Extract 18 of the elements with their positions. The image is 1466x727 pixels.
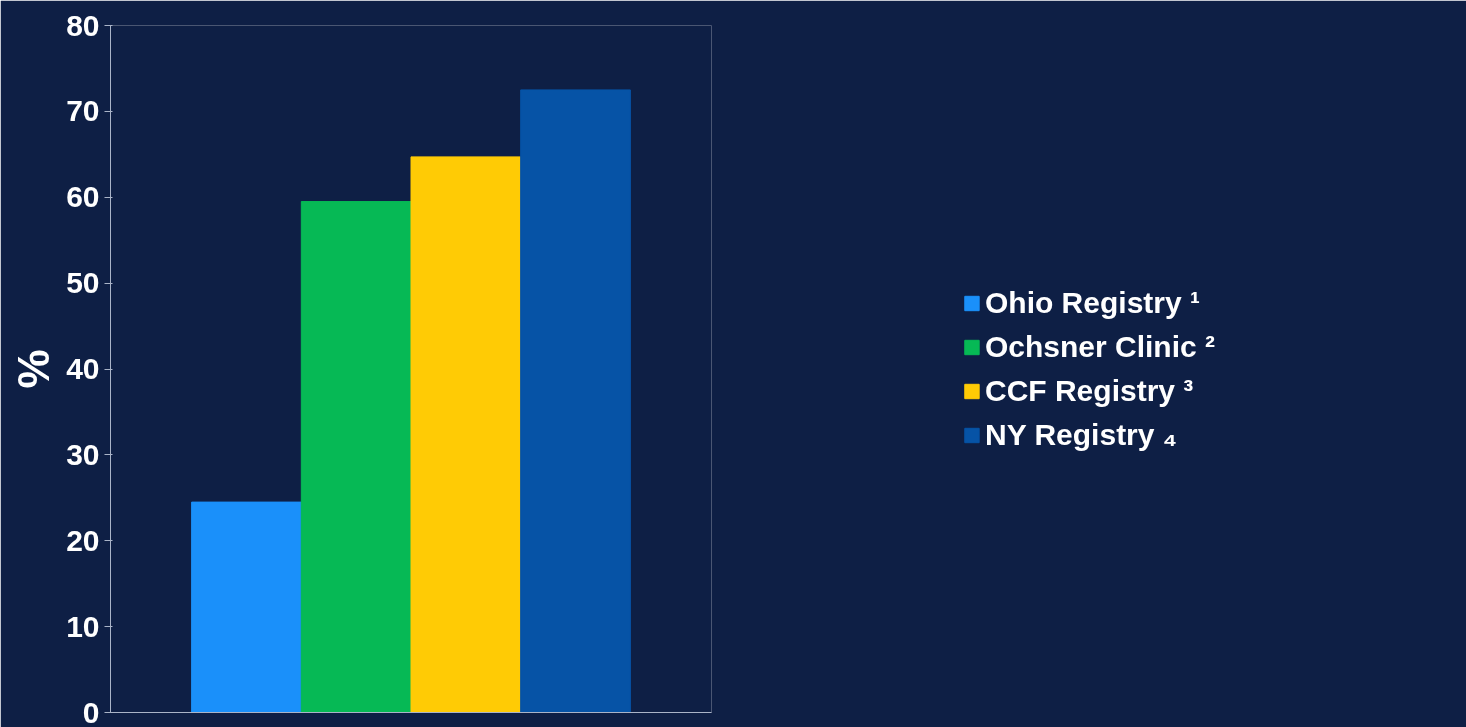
bar	[300, 201, 412, 713]
y-tick-label: 30	[66, 437, 100, 471]
y-tick-label: 80	[66, 8, 100, 42]
legend-label: Ohio Registry ¹	[984, 285, 1200, 320]
bar	[191, 501, 302, 713]
y-tick-label: 10	[66, 609, 100, 643]
y-tick-label: 70	[66, 94, 100, 128]
bar	[520, 89, 631, 713]
legend-label: NY Registry ₄	[984, 417, 1178, 452]
y-tick-label: 0	[82, 695, 100, 727]
legend-label: Ochsner Clinic ²	[984, 329, 1216, 364]
y-tick-label: 50	[66, 266, 100, 300]
y-tick-label: 20	[66, 523, 100, 557]
bar	[410, 156, 522, 713]
legend-label: CCF Registry ³	[984, 373, 1194, 408]
y-axis-title: %	[9, 349, 59, 389]
y-tick-label: 60	[66, 180, 100, 214]
y-tick-label: 40	[66, 352, 100, 385]
